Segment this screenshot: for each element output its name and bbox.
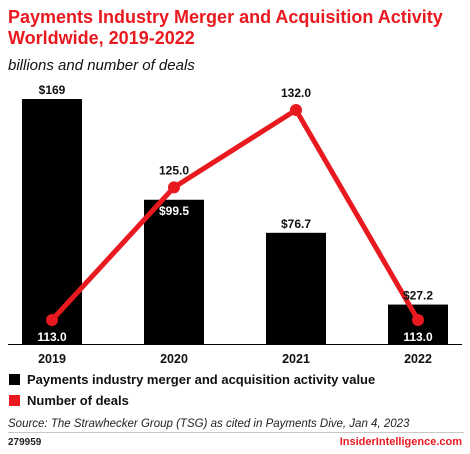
chart-subtitle: billions and number of deals: [8, 57, 195, 74]
source-note: Source: The Strawhecker Group (TSG) as c…: [8, 418, 410, 430]
legend-label-deals: Number of deals: [27, 393, 129, 408]
deals-line: [49, 107, 421, 323]
deals-label-2019: 113.0: [37, 330, 67, 344]
bar-label-2021: $76.7: [281, 217, 311, 231]
x-tick-2019: 2019: [38, 352, 66, 366]
deals-point-2020: [168, 181, 180, 194]
chart-id: 279959: [8, 437, 42, 448]
legend-item-deals: Number of deals: [9, 393, 459, 408]
deals-label-2020: 125.0: [159, 163, 189, 177]
x-tick-2022: 2022: [404, 352, 432, 366]
bar-2019: [22, 99, 82, 344]
x-tick-2021: 2021: [282, 352, 310, 366]
deals-label-2021: 132.0: [281, 86, 311, 100]
footer-divider: [8, 432, 464, 433]
x-tick-2020: 2020: [160, 352, 188, 366]
bar-label-2022: $27.2: [403, 289, 433, 303]
deals-point-2021: [290, 104, 302, 116]
bar-2020: [144, 199, 204, 344]
legend-swatch-value: [9, 374, 20, 385]
legend-label-value: Payments industry merger and acquisition…: [27, 372, 376, 387]
legend-swatch-deals: [9, 395, 20, 406]
deals-label-2022: 113.0: [403, 330, 433, 344]
chart-title: Payments Industry Merger and Acquisition…: [8, 7, 443, 48]
brand-link[interactable]: InsiderIntelligence.com: [339, 436, 462, 448]
deals-point-2022: [412, 314, 424, 326]
bar-label-2019: $169: [39, 83, 66, 97]
bar-label-2020: $99.5: [159, 204, 189, 218]
bar-2021: [266, 232, 326, 344]
legend-item-value: Payments industry merger and acquisition…: [9, 372, 459, 387]
deals-point-2019: [46, 314, 58, 326]
combo-chart: $169 $99.5 $76.7 $27.2 113.0 125.0 132.0 113.0 2…: [8, 83, 462, 366]
